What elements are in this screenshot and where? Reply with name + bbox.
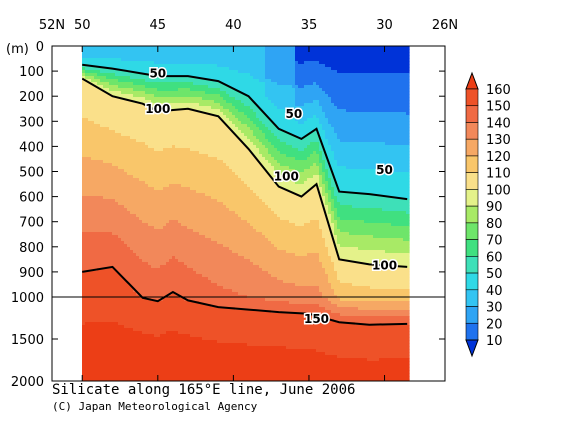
y-tick-label: 2000	[11, 375, 44, 390]
colorbar-swatch	[465, 256, 479, 274]
colorbar-min-arrow	[465, 339, 479, 358]
contour-label: 100	[372, 259, 397, 273]
y-tick-label: 300	[19, 115, 44, 130]
colorbar-swatch	[465, 122, 479, 140]
colorbar-label: 30	[486, 301, 503, 316]
contour-50	[82, 63, 408, 201]
colorbar-label: 160	[486, 83, 511, 98]
y-tick-label: 800	[19, 241, 44, 256]
colorbar-label: 150	[486, 100, 511, 115]
colorbar-swatch	[465, 155, 479, 173]
colorbar-swatch	[465, 306, 479, 324]
x-tick-label: 45	[150, 18, 167, 33]
colorbar-label: 50	[486, 267, 503, 282]
chart-title: Silicate along 165°E line, June 2006	[52, 382, 356, 398]
y-tick-label: 200	[19, 90, 44, 105]
contour-label: 50	[285, 107, 302, 121]
colorbar-swatch	[465, 272, 479, 291]
colorbar-label: 10	[486, 334, 503, 349]
y-tick-label: 700	[19, 216, 44, 231]
depth-axis: 0 100 200 300 400 500 600 700 800 900 1000 1500 2000	[11, 40, 445, 390]
colorbar-swatch	[465, 205, 479, 224]
contour-label: 100	[145, 102, 170, 116]
colorbar-label: 100	[486, 183, 511, 198]
chart-credit: (C) Japan Meteorological Agency	[52, 400, 258, 413]
x-tick-label: 52N	[39, 18, 65, 33]
x-tick-label: 40	[225, 18, 242, 33]
colorbar-swatch	[465, 172, 479, 190]
plot-frame	[51, 45, 446, 382]
contour-150	[82, 265, 408, 326]
colorbar-label: 120	[486, 150, 511, 165]
colorbar-swatch	[465, 105, 479, 123]
x-tick-label: 50	[74, 18, 91, 33]
colorbar-swatch	[465, 322, 479, 341]
colorbar-swatch	[465, 239, 479, 257]
y-tick-label: 1000	[11, 291, 44, 306]
contour-lines	[82, 63, 408, 326]
y-tick-label: 500	[19, 166, 44, 181]
latitude-axis: 52N 50 45 40 35 30 26N	[39, 18, 458, 381]
colorbar-label: 60	[486, 250, 503, 265]
y-tick-label: 400	[19, 140, 44, 155]
colorbar-label: 70	[486, 234, 503, 249]
colorbar-swatch	[465, 222, 479, 240]
colorbar-max-arrow	[465, 71, 479, 90]
contour-label: 150	[304, 312, 329, 326]
contour-label: 50	[149, 67, 166, 81]
y-tick-label: 600	[19, 191, 44, 206]
colorbar-swatch	[465, 88, 479, 107]
colorbar-label: 140	[486, 116, 511, 131]
colorbar-label: 80	[486, 217, 503, 232]
colorbar-label: 110	[486, 167, 511, 182]
colorbar-label: 90	[486, 200, 503, 215]
y-tick-label: 100	[19, 65, 44, 80]
y-tick-label: 900	[19, 266, 44, 281]
x-tick-label: 26N	[432, 18, 458, 33]
colorbar-swatch	[465, 189, 479, 207]
colorbar-swatch	[465, 138, 479, 157]
y-unit-label: (m)	[6, 42, 29, 57]
colorbar-label: 40	[486, 284, 503, 299]
contour-label: 50	[376, 163, 393, 177]
contour-labels: 50 100 50 100 50 100 150	[144, 65, 399, 327]
contour-label: 100	[274, 170, 299, 184]
colorbar-label: 20	[486, 317, 503, 332]
y-tick-label: 1500	[11, 333, 44, 348]
y-tick-label: 0	[36, 40, 44, 55]
contour-100	[82, 77, 408, 268]
concentration-field	[82, 46, 410, 381]
colorbar-label: 130	[486, 133, 511, 148]
colorbar-swatch	[465, 289, 479, 307]
x-tick-label: 35	[301, 18, 318, 33]
x-tick-label: 30	[376, 18, 393, 33]
